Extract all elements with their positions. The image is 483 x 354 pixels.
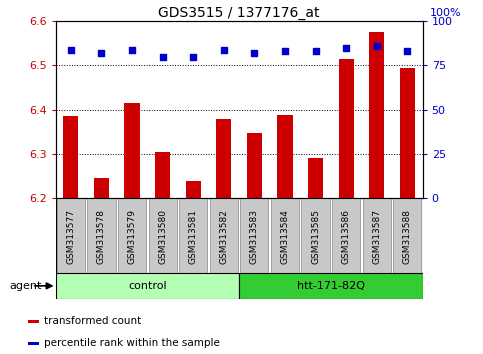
Text: GSM313580: GSM313580 <box>158 210 167 264</box>
Text: control: control <box>128 281 167 291</box>
Bar <box>87 198 115 273</box>
Bar <box>247 133 262 198</box>
Bar <box>28 342 40 345</box>
Bar <box>393 198 421 273</box>
Text: htt-171-82Q: htt-171-82Q <box>297 281 365 291</box>
Text: agent: agent <box>10 281 42 291</box>
Text: GSM313588: GSM313588 <box>403 210 412 264</box>
Bar <box>308 158 323 198</box>
Bar <box>155 152 170 198</box>
Bar <box>63 116 78 198</box>
Point <box>159 54 167 59</box>
Point <box>220 47 227 52</box>
Point <box>128 47 136 52</box>
Text: GSM313582: GSM313582 <box>219 210 228 264</box>
Bar <box>241 198 269 273</box>
Point <box>342 45 350 51</box>
Point <box>281 48 289 54</box>
Bar <box>28 320 40 323</box>
Point <box>312 48 319 54</box>
Text: 100%: 100% <box>429 8 461 18</box>
Bar <box>271 198 299 273</box>
Text: GSM313578: GSM313578 <box>97 210 106 264</box>
Text: GSM313583: GSM313583 <box>250 210 259 264</box>
Title: GDS3515 / 1377176_at: GDS3515 / 1377176_at <box>158 6 320 20</box>
Point <box>251 50 258 56</box>
Point <box>67 47 75 52</box>
Bar <box>118 198 146 273</box>
Point <box>403 48 411 54</box>
Bar <box>94 178 109 198</box>
Bar <box>216 119 231 198</box>
Bar <box>369 32 384 198</box>
Text: GSM313585: GSM313585 <box>311 210 320 264</box>
Bar <box>277 115 293 198</box>
Bar <box>363 198 391 273</box>
Bar <box>332 198 360 273</box>
Point <box>373 43 381 49</box>
Bar <box>179 198 207 273</box>
Bar <box>149 198 177 273</box>
Text: GSM313581: GSM313581 <box>189 210 198 264</box>
Text: GSM313579: GSM313579 <box>128 210 137 264</box>
Text: percentile rank within the sample: percentile rank within the sample <box>44 338 220 348</box>
Text: GSM313577: GSM313577 <box>66 210 75 264</box>
Bar <box>339 59 354 198</box>
Bar <box>56 273 239 299</box>
Text: GSM313584: GSM313584 <box>281 210 289 264</box>
Bar <box>301 198 329 273</box>
Bar <box>57 198 85 273</box>
Bar <box>210 198 238 273</box>
Bar <box>400 68 415 198</box>
Bar <box>125 103 140 198</box>
Text: GSM313586: GSM313586 <box>341 210 351 264</box>
Bar <box>239 273 423 299</box>
Point <box>189 54 197 59</box>
Bar <box>185 181 201 198</box>
Text: transformed count: transformed count <box>44 316 141 326</box>
Text: GSM313587: GSM313587 <box>372 210 381 264</box>
Point <box>98 50 105 56</box>
